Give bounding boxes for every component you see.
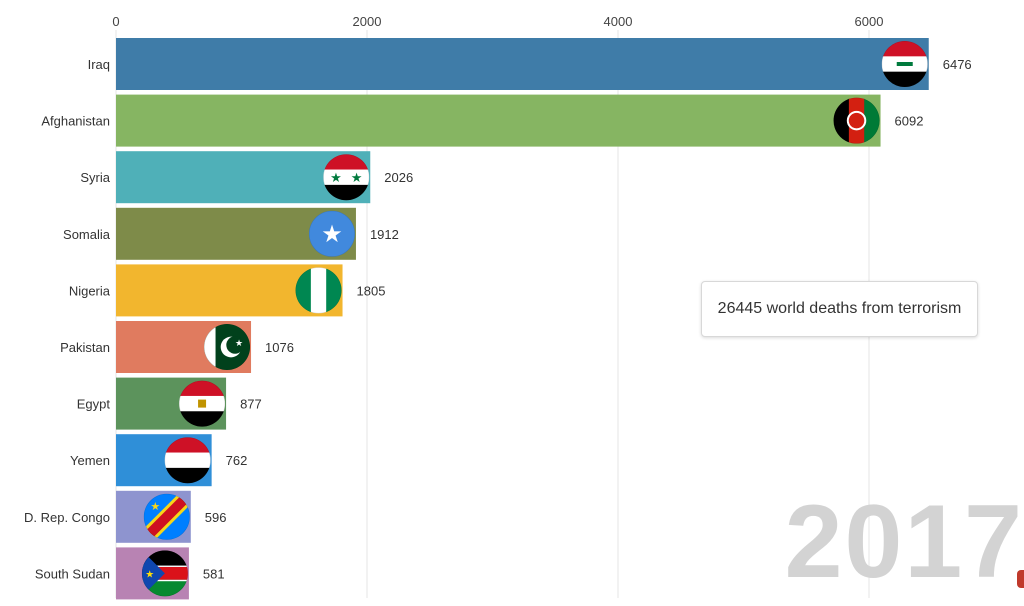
- value-label: 6476: [943, 57, 972, 72]
- category-label: Iraq: [88, 57, 110, 72]
- syria-flag-icon: ★ ★: [323, 154, 370, 201]
- total-deaths-box: 26445 world deaths from terrorism: [701, 281, 978, 337]
- category-label: Nigeria: [69, 283, 111, 298]
- value-label: 1805: [357, 283, 386, 298]
- bar-iraq: [116, 38, 929, 90]
- somalia-flag-icon: ★: [308, 210, 355, 257]
- year-label: 2017: [784, 484, 1024, 600]
- category-label: Yemen: [70, 453, 110, 468]
- svg-text:★: ★: [321, 221, 343, 248]
- iraq-flag-icon: [881, 41, 928, 87]
- category-label: Syria: [80, 170, 110, 185]
- x-tick-label: 4000: [604, 14, 633, 29]
- pakistan-flag-icon: ★: [204, 324, 251, 370]
- category-label: Egypt: [77, 397, 111, 412]
- x-tick-label: 2000: [353, 14, 382, 29]
- value-label: 2026: [384, 170, 413, 185]
- category-label: Pakistan: [60, 340, 110, 355]
- value-label: 596: [205, 510, 227, 525]
- nigeria-flag-icon: [295, 267, 342, 314]
- corner-mark: [1017, 570, 1024, 588]
- value-label: 762: [226, 453, 248, 468]
- category-label: Afghanistan: [41, 114, 110, 129]
- value-label: 581: [203, 566, 225, 581]
- svg-text:★: ★: [145, 569, 154, 580]
- x-tick-label: 0: [112, 14, 119, 29]
- svg-text:★: ★: [150, 501, 160, 513]
- value-label: 1076: [265, 340, 294, 355]
- value-label: 877: [240, 397, 262, 412]
- egypt-flag-icon: [179, 380, 226, 427]
- south-sudan-flag-icon: ★: [141, 550, 188, 597]
- x-tick-label: 6000: [855, 14, 884, 29]
- yemen-flag-icon: [164, 437, 211, 484]
- value-label: 1912: [370, 227, 399, 242]
- category-label: Somalia: [63, 227, 111, 242]
- category-label: South Sudan: [35, 566, 110, 581]
- afghanistan-flag-icon: [833, 97, 880, 144]
- svg-text:★: ★: [235, 338, 243, 348]
- svg-text:★: ★: [330, 170, 342, 185]
- value-label: 6092: [895, 114, 924, 129]
- bar-afghanistan: [116, 94, 881, 147]
- svg-text:★: ★: [351, 170, 363, 185]
- category-label: D. Rep. Congo: [24, 510, 110, 525]
